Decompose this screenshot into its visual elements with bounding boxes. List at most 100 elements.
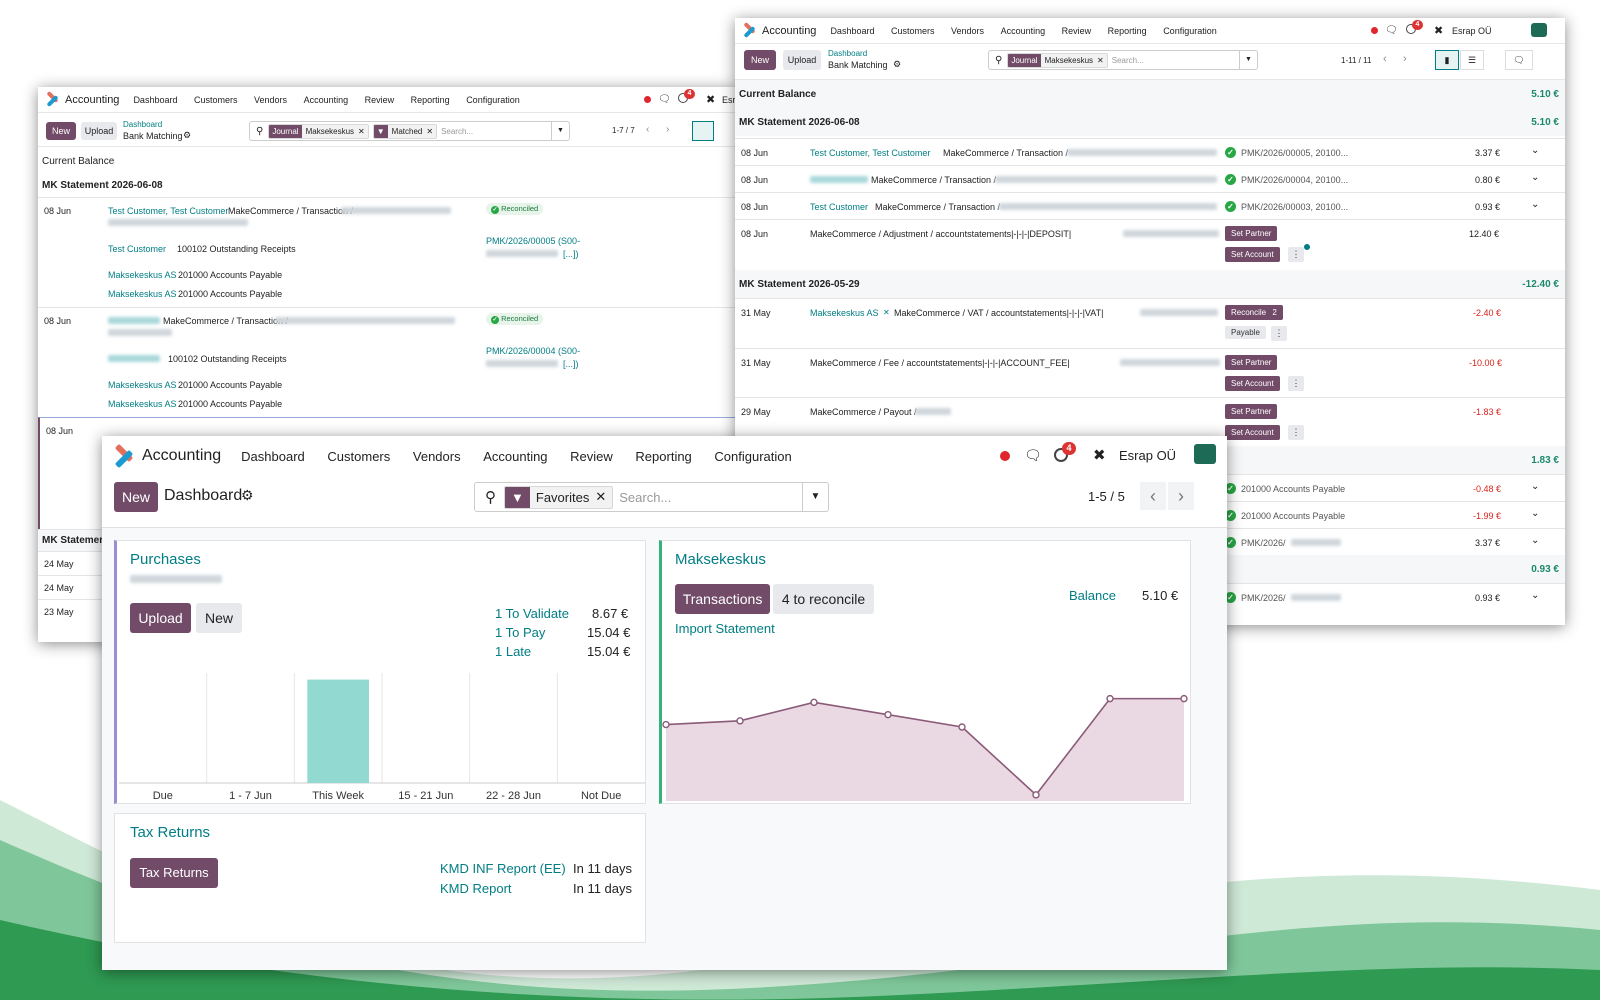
menu-vendors[interactable]: Vendors xyxy=(412,448,461,464)
transaction-row[interactable]: 31 May Maksekeskus AS ✕ MakeCommerce / V… xyxy=(735,298,1565,348)
to-reconcile-button[interactable]: 4 to reconcile xyxy=(773,584,874,614)
journal-title[interactable]: Maksekeskus xyxy=(675,551,766,568)
data-point[interactable] xyxy=(1180,694,1188,703)
transaction-row[interactable]: 08 Jun MakeCommerce / Transaction / ✓ PM… xyxy=(735,165,1565,192)
app-name[interactable]: Accounting xyxy=(142,447,222,464)
menu-review[interactable]: Review xyxy=(364,94,395,105)
transaction-row[interactable]: 29 May MakeCommerce / Payout / Set Partn… xyxy=(735,397,1565,446)
more-options-icon[interactable]: ⋮ xyxy=(1288,247,1304,262)
prev-page-icon[interactable]: ‹ xyxy=(1140,482,1166,510)
close-icon[interactable]: ✕ xyxy=(426,126,434,136)
line-partner[interactable]: Maksekeskus AS xyxy=(108,399,177,409)
transaction-row[interactable]: 08 Jun MakeCommerce / Adjustment / accou… xyxy=(735,219,1565,267)
row-partner[interactable]: Test Customer, Test Customer xyxy=(810,148,931,158)
data-point[interactable] xyxy=(662,720,670,729)
transaction-row[interactable]: 08 Jun Test Customer MakeCommerce / Tran… xyxy=(735,192,1565,219)
upload-button[interactable]: Upload xyxy=(81,122,117,140)
prev-page-icon[interactable]: ‹ xyxy=(646,124,650,135)
menu-customers[interactable]: Customers xyxy=(890,25,935,36)
new-button[interactable]: New xyxy=(744,50,776,70)
tax-returns-button[interactable]: Tax Returns xyxy=(130,858,218,888)
menu-review[interactable]: Review xyxy=(570,448,613,464)
close-icon[interactable]: ✕ xyxy=(883,308,890,317)
purchases-title[interactable]: Purchases xyxy=(130,551,201,568)
data-point[interactable] xyxy=(958,723,966,731)
tools-icon[interactable]: ✖ xyxy=(1434,25,1444,37)
late-link[interactable]: 1 Late xyxy=(495,644,532,659)
tax-returns-title[interactable]: Tax Returns xyxy=(130,824,211,841)
bar[interactable] xyxy=(307,679,369,783)
tools-icon[interactable]: ✖ xyxy=(1093,447,1106,464)
chevron-down-icon[interactable]: ⌄ xyxy=(1531,508,1540,519)
row-partner[interactable]: Test Customer xyxy=(810,202,869,212)
kanban-view-icon[interactable]: ▮ xyxy=(1435,50,1459,70)
upload-button[interactable]: Upload xyxy=(130,603,191,633)
database-icon[interactable] xyxy=(1531,23,1547,37)
data-point[interactable] xyxy=(810,698,818,707)
set-partner-button[interactable]: Set Partner xyxy=(1225,226,1278,241)
pager[interactable]: 1-11 / 11 xyxy=(1341,56,1372,65)
recording-dot-icon[interactable] xyxy=(1371,27,1378,34)
menu-customers[interactable]: Customers xyxy=(327,448,391,464)
recording-dot-icon[interactable] xyxy=(1000,451,1010,461)
gear-icon[interactable]: ⚙ xyxy=(241,487,254,503)
search-bar[interactable]: ⚲ Journal Maksekeskus ✕ ▼ Matched ✕ Sear… xyxy=(249,121,570,141)
close-icon[interactable]: ✕ xyxy=(1097,55,1104,65)
search-bar[interactable]: ⚲ ▼ Favorites ✕ Search... ▼ xyxy=(474,482,829,512)
more-options-icon[interactable]: ⋮ xyxy=(1288,425,1304,440)
favorites-facet[interactable]: ▼ Favorites ✕ xyxy=(504,485,614,509)
chevron-down-icon[interactable]: ⌄ xyxy=(1531,172,1540,183)
upload-button[interactable]: Upload xyxy=(783,50,821,70)
chevron-down-icon[interactable]: ⌄ xyxy=(1531,535,1540,546)
new-button[interactable]: New xyxy=(196,603,242,633)
next-page-icon[interactable]: › xyxy=(1403,53,1407,65)
menu-vendors[interactable]: Vendors xyxy=(254,94,288,105)
menu-dashboard[interactable]: Dashboard xyxy=(830,25,875,36)
menu-customers[interactable]: Customers xyxy=(193,94,238,105)
tools-icon[interactable]: ✖ xyxy=(706,94,716,106)
menu-dashboard[interactable]: Dashboard xyxy=(241,448,305,464)
company-name[interactable]: Esrap OÜ xyxy=(1452,26,1492,36)
app-logo-icon[interactable] xyxy=(114,443,134,469)
reconcile-button[interactable]: Reconcile 2 xyxy=(1225,305,1283,320)
pager[interactable]: 1-7 / 7 xyxy=(612,126,635,135)
menu-reporting[interactable]: Reporting xyxy=(410,94,450,105)
prev-page-icon[interactable]: ‹ xyxy=(1383,53,1387,65)
more-options-icon[interactable]: ⋮ xyxy=(1288,376,1304,391)
next-page-icon[interactable]: › xyxy=(666,124,670,135)
payment-ref[interactable]: PMK/2026/00005 (S00- xyxy=(486,236,581,246)
chevron-down-icon[interactable]: ⌄ xyxy=(1531,590,1540,601)
close-icon[interactable]: ✕ xyxy=(595,489,607,504)
app-name[interactable]: Accounting xyxy=(65,93,120,106)
menu-configuration[interactable]: Configuration xyxy=(466,94,520,105)
menu-accounting[interactable]: Accounting xyxy=(1000,25,1046,36)
set-partner-button[interactable]: Set Partner xyxy=(1225,355,1278,370)
chat-icon[interactable]: 🗨 xyxy=(1024,447,1042,463)
set-account-button[interactable]: Set Account xyxy=(1225,247,1280,262)
company-name[interactable]: Esrap OÜ xyxy=(1119,448,1177,463)
payment-ref[interactable]: PMK/2026/00004 (S00- xyxy=(486,346,581,356)
chat-icon[interactable]: 🗨 xyxy=(658,94,671,105)
to-pay-link[interactable]: 1 To Pay xyxy=(495,625,546,640)
gear-icon[interactable]: ⚙ xyxy=(183,130,192,140)
breadcrumb-dashboard[interactable]: Dashboard xyxy=(828,49,868,58)
kanban-view-icon[interactable] xyxy=(692,121,714,141)
chevron-down-icon[interactable]: ▼ xyxy=(1239,51,1257,69)
gear-icon[interactable]: ⚙ xyxy=(893,59,902,69)
set-partner-button[interactable]: Set Partner xyxy=(1225,404,1278,419)
pager[interactable]: 1-5 / 5 xyxy=(1088,489,1125,504)
line-partner[interactable]: Maksekeskus AS xyxy=(108,289,177,299)
chat-icon[interactable]: 🗨 xyxy=(1385,25,1398,36)
matched-facet[interactable]: ▼ Matched ✕ xyxy=(372,123,438,139)
more-options-icon[interactable]: ⋮ xyxy=(1271,326,1287,341)
list-view-icon[interactable]: ☰ xyxy=(1460,50,1484,70)
menu-review[interactable]: Review xyxy=(1061,25,1092,36)
import-statement-link[interactable]: Import Statement xyxy=(675,621,775,636)
line-partner[interactable]: Maksekeskus AS xyxy=(108,270,177,280)
transaction-entry-selected[interactable]: 08 Jun xyxy=(38,417,738,529)
transactions-button[interactable]: Transactions xyxy=(675,584,770,614)
payable-button[interactable]: Payable xyxy=(1225,326,1266,339)
data-point[interactable] xyxy=(736,717,744,725)
chevron-down-icon[interactable]: ⌄ xyxy=(1531,199,1540,210)
app-logo-icon[interactable] xyxy=(46,90,59,108)
